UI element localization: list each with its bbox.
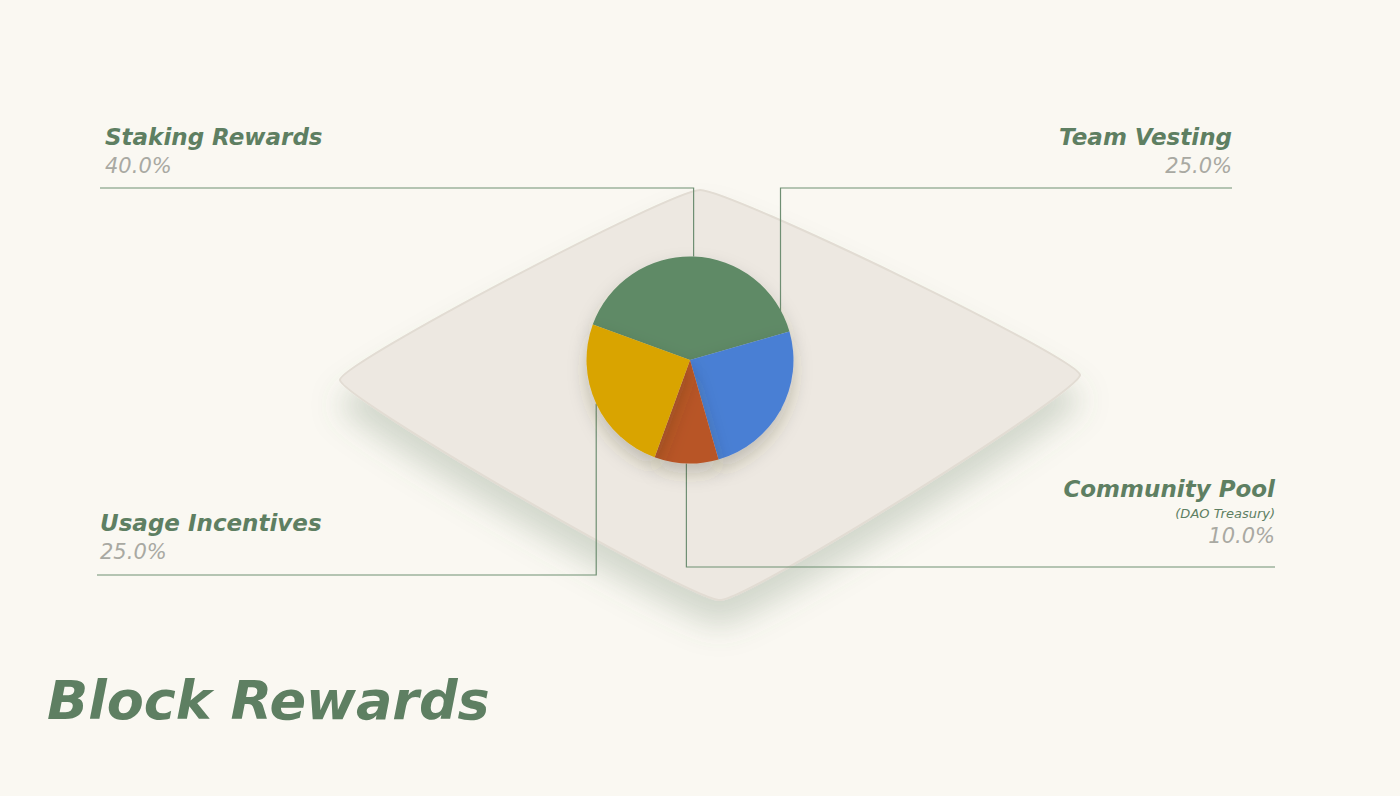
svg-text:10.0%: 10.0% <box>1208 524 1275 548</box>
svg-text:Staking Rewards: Staking Rewards <box>105 124 323 150</box>
svg-text:25.0%: 25.0% <box>1165 154 1232 178</box>
svg-text:Block Rewards: Block Rewards <box>47 669 490 732</box>
svg-text:Team Vesting: Team Vesting <box>1059 124 1232 150</box>
svg-text:25.0%: 25.0% <box>100 540 167 564</box>
svg-text:(DAO Treasury): (DAO Treasury) <box>1175 506 1275 521</box>
svg-text:Usage Incentives: Usage Incentives <box>100 510 322 536</box>
svg-text:40.0%: 40.0% <box>105 154 172 178</box>
svg-text:Community Pool: Community Pool <box>1063 476 1276 502</box>
